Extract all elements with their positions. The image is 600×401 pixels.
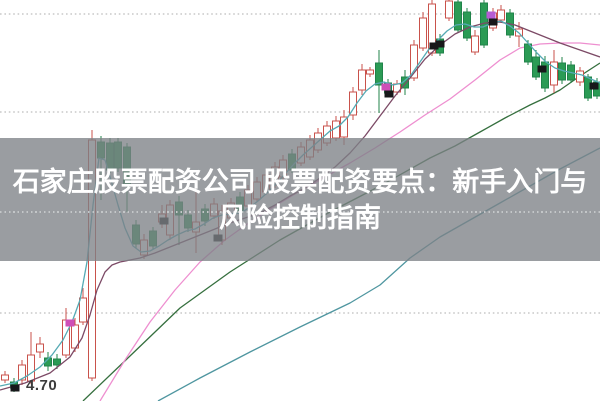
hero-title-line-1: 石家庄股票配资公司 股票配资要点：新手入门与 bbox=[12, 166, 588, 197]
hero-title-line-2: 风险控制指南 bbox=[219, 202, 381, 233]
title-overlay-band bbox=[0, 138, 600, 261]
gridline-over-band bbox=[0, 211, 600, 213]
hero-title: 石家庄股票配资公司 股票配资要点：新手入门与 风险控制指南 bbox=[0, 138, 600, 261]
price-axis-label: 4.70 bbox=[26, 377, 58, 394]
